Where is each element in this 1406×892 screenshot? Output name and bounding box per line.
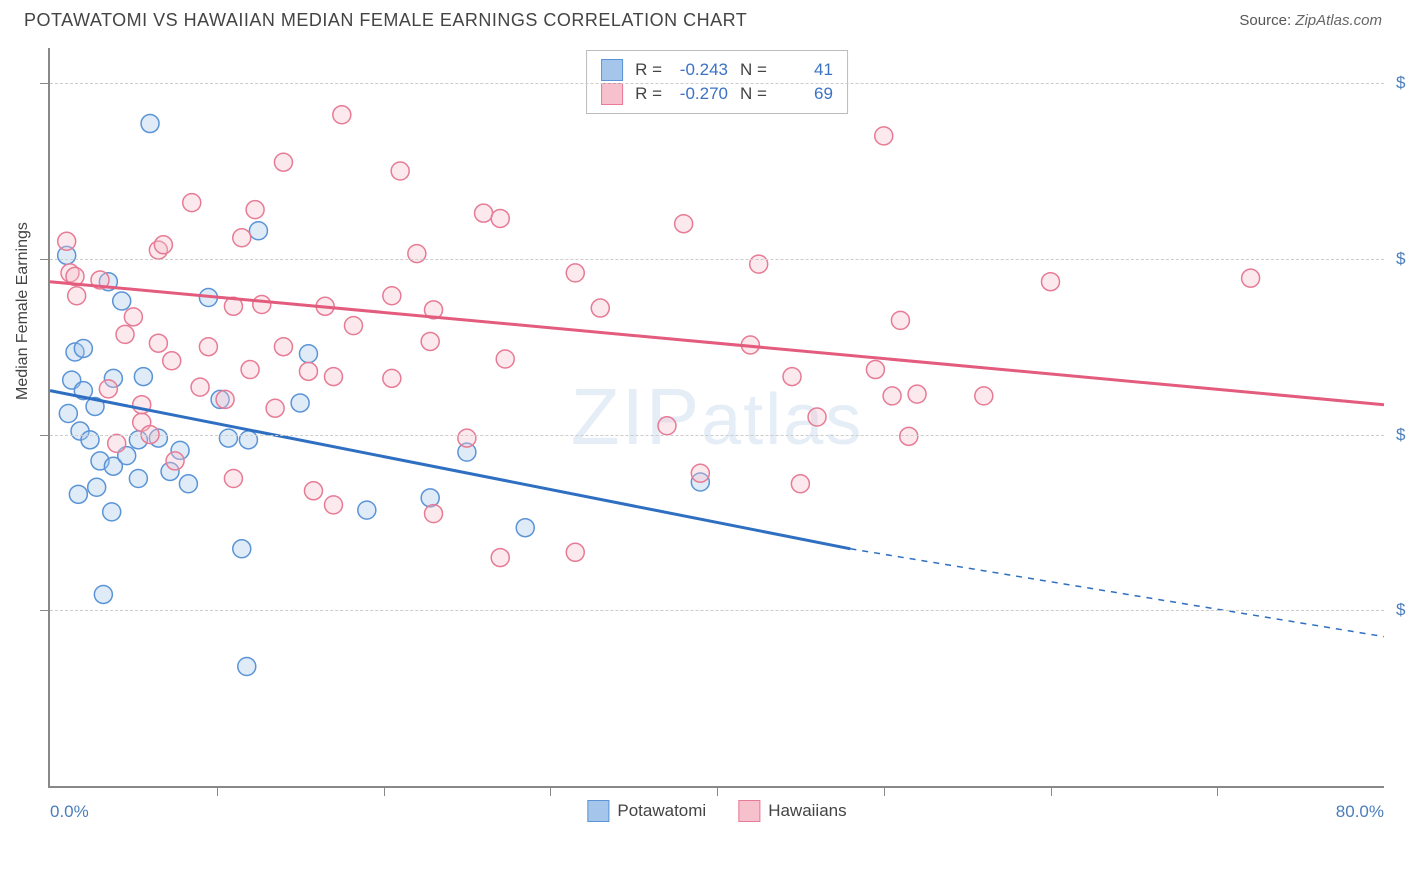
chart-plot-area: ZIPatlas R = -0.243 N = 41 R = -0.270 N …: [48, 48, 1384, 788]
chart-header: POTAWATOMI VS HAWAIIAN MEDIAN FEMALE EAR…: [0, 0, 1406, 37]
series-legend: Potawatomi Hawaiians: [587, 800, 846, 822]
legend-row-potawatomi: R = -0.243 N = 41: [601, 59, 833, 81]
legend-label-potawatomi: Potawatomi: [617, 801, 706, 821]
swatch-hawaiians: [601, 83, 623, 105]
correlation-legend: R = -0.243 N = 41 R = -0.270 N = 69: [586, 50, 848, 114]
y-axis-label: Median Female Earnings: [14, 222, 32, 400]
swatch-potawatomi-bottom: [587, 800, 609, 822]
x-axis-max-label: 80.0%: [1336, 802, 1384, 822]
source-value: ZipAtlas.com: [1295, 12, 1382, 29]
chart-svg: [50, 48, 1384, 786]
r-value-potawatomi: -0.243: [672, 60, 728, 80]
legend-label-hawaiians: Hawaiians: [768, 801, 846, 821]
legend-item-hawaiians: Hawaiians: [738, 800, 846, 822]
chart-title: POTAWATOMI VS HAWAIIAN MEDIAN FEMALE EAR…: [24, 10, 747, 31]
swatch-hawaiians-bottom: [738, 800, 760, 822]
source-label: Source:: [1239, 12, 1291, 29]
n-value-potawatomi: 41: [777, 60, 833, 80]
x-axis-min-label: 0.0%: [50, 802, 89, 822]
swatch-potawatomi: [601, 59, 623, 81]
n-value-hawaiians: 69: [777, 84, 833, 104]
legend-row-hawaiians: R = -0.270 N = 69: [601, 83, 833, 105]
chart-source: Source: ZipAtlas.com: [1239, 12, 1382, 29]
legend-item-potawatomi: Potawatomi: [587, 800, 706, 822]
r-value-hawaiians: -0.270: [672, 84, 728, 104]
